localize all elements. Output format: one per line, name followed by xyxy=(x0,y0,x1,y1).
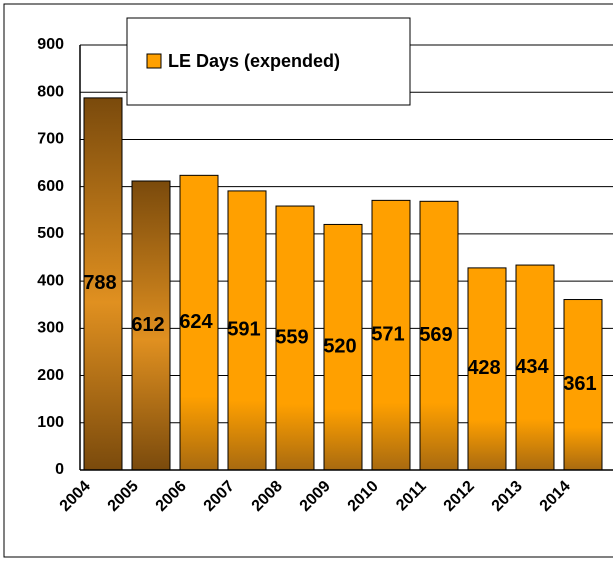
y-tick-label: 700 xyxy=(37,131,64,148)
data-label: 361 xyxy=(563,373,596,395)
bar xyxy=(83,97,123,471)
data-label: 591 xyxy=(227,319,260,341)
bar xyxy=(275,205,315,471)
data-label: 559 xyxy=(275,326,308,348)
bar xyxy=(131,180,171,471)
y-tick-label: 500 xyxy=(37,225,64,242)
y-tick-label: 900 xyxy=(37,36,64,53)
y-tick-label: 800 xyxy=(37,83,64,100)
data-label: 571 xyxy=(371,323,404,345)
legend-swatch xyxy=(146,53,162,69)
data-label: 569 xyxy=(419,324,452,346)
y-tick-label: 200 xyxy=(37,367,64,384)
bar xyxy=(563,299,603,471)
data-label: 788 xyxy=(83,272,116,294)
y-tick-label: 600 xyxy=(37,178,64,195)
bar xyxy=(323,223,363,471)
legend: LE Days (expended) xyxy=(126,17,411,106)
data-label: 428 xyxy=(467,357,500,379)
bar xyxy=(179,174,219,471)
legend-label: LE Days (expended) xyxy=(168,51,340,71)
y-tick-label: 400 xyxy=(37,272,64,289)
legend-box xyxy=(126,17,411,106)
data-label: 624 xyxy=(179,311,213,333)
data-label: 434 xyxy=(515,356,549,378)
y-tick-label: 300 xyxy=(37,320,64,337)
bar xyxy=(467,267,507,471)
bar xyxy=(419,200,459,471)
y-tick-label: 0 xyxy=(55,461,64,478)
bar xyxy=(515,264,555,471)
data-label: 520 xyxy=(323,336,356,358)
bar xyxy=(371,199,411,471)
data-label: 612 xyxy=(131,314,164,336)
bar xyxy=(227,190,267,471)
y-tick-label: 100 xyxy=(37,414,64,431)
